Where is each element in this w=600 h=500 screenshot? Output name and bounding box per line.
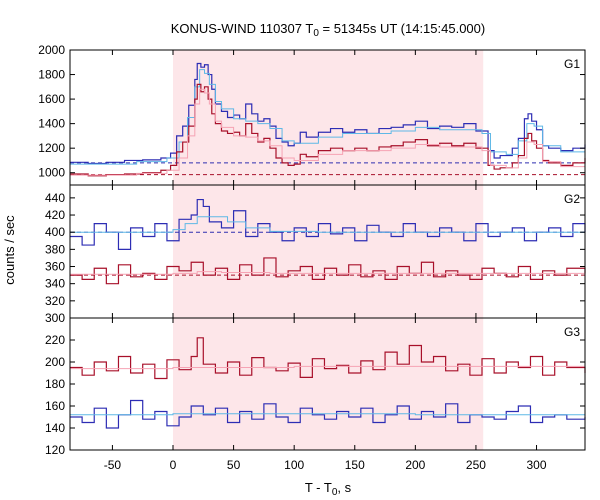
y-tick-label: 180 bbox=[45, 377, 65, 391]
y-tick-label: 340 bbox=[45, 277, 65, 291]
xlabel-main: T - T bbox=[305, 480, 332, 495]
y-tick-label: 120 bbox=[45, 443, 65, 457]
panel-label: G3 bbox=[564, 325, 580, 339]
series-blue bbox=[70, 198, 586, 250]
x-tick-label: 150 bbox=[345, 458, 365, 472]
y-tick-label: 1800 bbox=[38, 68, 65, 82]
y-tick-label: 200 bbox=[45, 355, 65, 369]
title-sub: 0 bbox=[313, 28, 319, 39]
x-tick-label: 0 bbox=[170, 458, 177, 472]
series-pink bbox=[70, 271, 585, 275]
y-tick-label: 400 bbox=[45, 225, 65, 239]
x-tick-label: 250 bbox=[466, 458, 486, 472]
x-tick-label: -50 bbox=[104, 458, 122, 472]
y-tick-label: 300 bbox=[45, 311, 65, 325]
y-tick-label: 360 bbox=[45, 260, 65, 274]
y-tick-label: 1000 bbox=[38, 166, 65, 180]
title-rest: = 51345s UT (14:15:45.000) bbox=[319, 21, 485, 36]
y-axis-label: counts / sec bbox=[2, 215, 17, 285]
x-tick-label: 50 bbox=[227, 458, 241, 472]
x-axis-label: T - T0, s bbox=[305, 480, 352, 498]
y-tick-label: 140 bbox=[45, 421, 65, 435]
series-lightblue bbox=[70, 216, 585, 233]
y-tick-label: 380 bbox=[45, 242, 65, 256]
panel-label: G1 bbox=[564, 57, 580, 71]
y-tick-label: 160 bbox=[45, 399, 65, 413]
y-tick-label: 1400 bbox=[38, 117, 65, 131]
series-lightblue bbox=[70, 413, 585, 416]
series-red bbox=[70, 337, 586, 380]
y-tick-label: 320 bbox=[45, 294, 65, 308]
y-tick-label: 420 bbox=[45, 208, 65, 222]
y-tick-label: 220 bbox=[45, 333, 65, 347]
shaded-interval bbox=[173, 50, 484, 450]
series-pink bbox=[70, 365, 586, 370]
panel-g3: 120 140 160 180 200 220 G3 bbox=[45, 317, 586, 457]
x-tick-label: 200 bbox=[405, 458, 425, 472]
panel-g1: 1000 1200 1400 1600 1800 2000 G1 bbox=[38, 43, 586, 186]
y-tick-label: 1600 bbox=[38, 92, 65, 106]
chart-title: KONUS-WIND 110307 T0 = 51345s UT (14:15:… bbox=[171, 21, 485, 39]
panel-g2: 300 320 340 360 380 400 420 440 G2 bbox=[45, 184, 586, 325]
y-tick-label: 440 bbox=[45, 191, 65, 205]
panel-label: G2 bbox=[564, 192, 580, 206]
xlabel-rest: , s bbox=[337, 480, 351, 495]
xlabel-sub: 0 bbox=[332, 487, 338, 498]
series-blue bbox=[70, 399, 586, 429]
title-main: KONUS-WIND 110307 T bbox=[171, 21, 314, 36]
y-tick-label: 1200 bbox=[38, 141, 65, 155]
y-tick-label: 2000 bbox=[38, 43, 65, 57]
x-tick-label: 100 bbox=[284, 458, 304, 472]
x-tick-label: 300 bbox=[527, 458, 547, 472]
series-pink bbox=[70, 88, 586, 176]
